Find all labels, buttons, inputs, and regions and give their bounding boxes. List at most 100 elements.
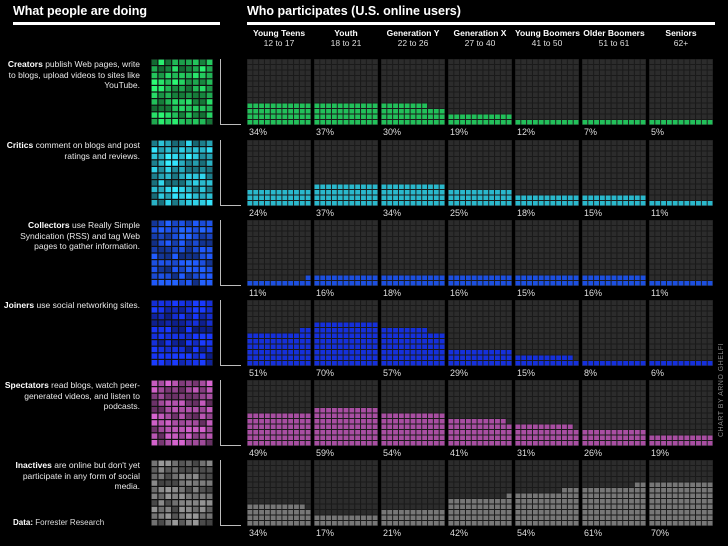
data-label: 34% <box>249 528 268 538</box>
row-term: Spectators <box>4 380 49 390</box>
column-ages: 41 to 50 <box>531 38 563 48</box>
bar-grid <box>649 300 713 366</box>
data-label: 42% <box>450 528 469 538</box>
bar-panel <box>649 59 713 125</box>
bar-grid <box>582 140 646 206</box>
bar-grid <box>649 380 713 446</box>
data-label: 34% <box>383 208 402 218</box>
row-description-joiners: Joiners use social networking sites. <box>0 300 140 311</box>
bar-panel <box>314 380 378 446</box>
data-label: 11% <box>249 288 267 298</box>
column-header: Older Boomers 51 to 61 <box>582 28 646 48</box>
bar-panel <box>582 460 646 526</box>
row-description-spectators: Spectators read blogs, watch peer-genera… <box>0 380 140 412</box>
bar-panel <box>247 460 311 526</box>
data-label: 25% <box>450 208 469 218</box>
bar-panel <box>381 300 445 366</box>
bar-panel <box>582 300 646 366</box>
bar-grid <box>448 220 512 286</box>
bar-grid <box>582 300 646 366</box>
data-label: 57% <box>383 368 402 378</box>
bar-panel <box>314 59 378 125</box>
column-ages: 18 to 21 <box>330 38 362 48</box>
data-label: 11% <box>651 208 669 218</box>
row-term: Collectors <box>28 220 70 230</box>
bar-grid <box>582 59 646 125</box>
bar-panel <box>448 59 512 125</box>
data-label: 5% <box>651 127 665 137</box>
column-header: Generation X 27 to 40 <box>448 28 512 48</box>
data-label: 37% <box>316 127 335 137</box>
row-bracket <box>220 460 241 526</box>
bar-panel <box>515 140 579 206</box>
row-desc-text: are online but don't yet participate in … <box>22 460 140 491</box>
bar-grid <box>247 220 311 286</box>
bar-grid <box>314 140 378 206</box>
bar-grid <box>448 460 512 526</box>
bar-panel <box>247 140 311 206</box>
bar-panel <box>515 380 579 446</box>
bar-grid <box>515 140 579 206</box>
column-ages: 62+ <box>673 38 689 48</box>
column-header: Generation Y 22 to 26 <box>381 28 445 48</box>
column-name: Generation X <box>453 28 507 38</box>
row-desc-text: comment on blogs and post ratings and re… <box>35 140 140 161</box>
data-label: 16% <box>450 288 469 298</box>
data-label: 31% <box>517 448 536 458</box>
data-label: 61% <box>584 528 603 538</box>
data-label: 11% <box>651 288 669 298</box>
data-label: 54% <box>383 448 402 458</box>
bar-grid <box>314 220 378 286</box>
data-label: 7% <box>584 127 598 137</box>
row-term: Inactives <box>15 460 52 470</box>
bar-panel <box>381 380 445 446</box>
row-desc-text: read blogs, watch peer-generated videos,… <box>24 380 140 411</box>
bar-grid <box>448 380 512 446</box>
row-term: Joiners <box>3 300 35 310</box>
column-ages: 12 to 17 <box>263 38 295 48</box>
bar-grid <box>314 460 378 526</box>
bar-grid <box>515 300 579 366</box>
data-label: 49% <box>249 448 268 458</box>
data-label: 16% <box>584 288 603 298</box>
chart-credit: CHART BY ARNO GHELFI <box>718 342 725 437</box>
bar-panel <box>448 380 512 446</box>
data-label: 15% <box>517 368 536 378</box>
row-desc-text: use Really Simple Syndication (RSS) and … <box>20 220 140 251</box>
row-bracket <box>220 220 241 286</box>
row-bracket <box>220 300 241 366</box>
source-note: Data: Forrester Research <box>13 518 104 527</box>
data-label: 70% <box>316 368 335 378</box>
bar-panel <box>381 140 445 206</box>
source-value: Forrester Research <box>35 518 105 527</box>
bar-grid <box>649 59 713 125</box>
bar-grid <box>247 59 311 125</box>
row-description-collectors: Collectors use Really Simple Syndication… <box>0 220 140 252</box>
data-label: 17% <box>316 528 335 538</box>
row-bracket <box>220 59 241 125</box>
row-desc-text: use social networking sites. <box>36 300 140 310</box>
bar-grid <box>247 460 311 526</box>
bar-grid <box>381 59 445 125</box>
bar-panel <box>448 140 512 206</box>
bar-panel <box>649 380 713 446</box>
column-name: Young Teens <box>252 28 306 38</box>
header-right-rule <box>247 22 715 25</box>
row-description-creators: Creators publish Web pages, write to blo… <box>0 59 140 91</box>
data-label: 16% <box>316 288 335 298</box>
collectors-mosaic-icon <box>151 220 213 286</box>
bar-panel <box>448 460 512 526</box>
data-label: 54% <box>517 528 536 538</box>
bar-panel <box>515 460 579 526</box>
bar-panel <box>582 59 646 125</box>
row-term: Creators <box>7 59 43 69</box>
bar-panel <box>314 220 378 286</box>
bar-grid <box>649 220 713 286</box>
bar-grid <box>314 59 378 125</box>
data-label: 26% <box>584 448 603 458</box>
data-label: 12% <box>517 127 536 137</box>
data-label: 21% <box>383 528 402 538</box>
bar-panel <box>381 220 445 286</box>
bar-panel <box>314 460 378 526</box>
data-label: 24% <box>249 208 268 218</box>
